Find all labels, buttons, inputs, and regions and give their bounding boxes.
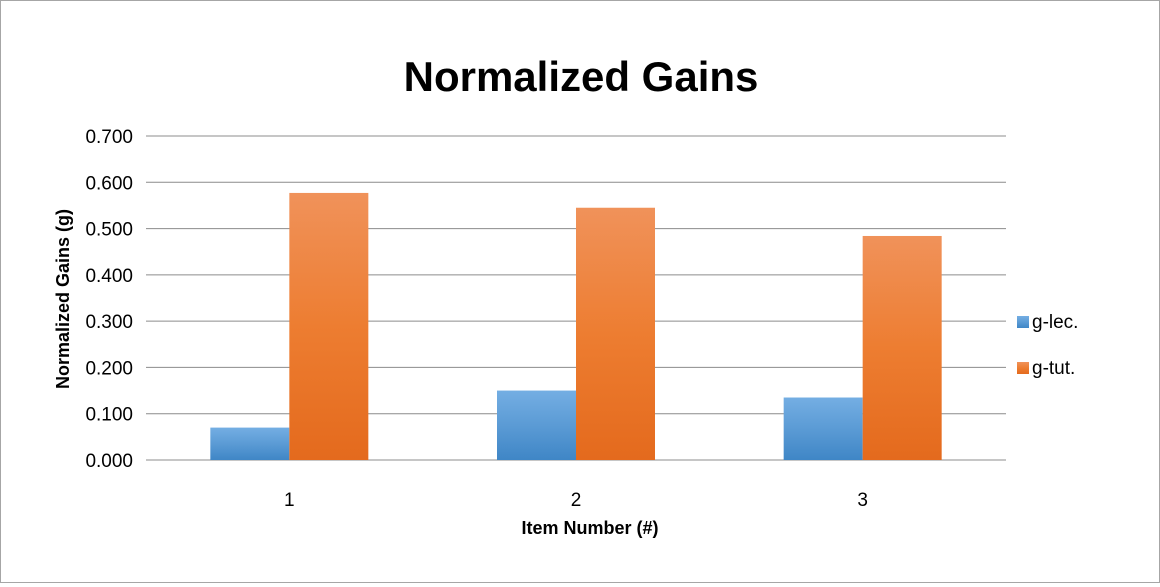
x-axis-label: Item Number (#) [521, 518, 658, 538]
bar-g-lec-item-1 [210, 427, 290, 460]
y-tick-label: 0.200 [85, 358, 133, 379]
bar-g-lec-item-2 [497, 390, 576, 460]
y-tick-label: 0.000 [85, 451, 133, 472]
x-axis-ticks: 1 2 3 [284, 490, 868, 511]
x-tick-label: 2 [571, 490, 582, 511]
y-tick-label: 0.400 [85, 266, 133, 287]
x-tick-label: 1 [284, 490, 295, 511]
y-axis-ticks: 0.000 0.100 0.200 0.300 0.400 0.500 0.600 0.700 [85, 127, 133, 472]
y-tick-label: 0.600 [85, 173, 133, 194]
legend-swatch [1017, 316, 1029, 328]
legend-label: g-tut. [1032, 358, 1075, 379]
bar-g-tut-item-1 [289, 192, 369, 460]
bars [210, 192, 942, 460]
bar-g-tut-item-3 [862, 235, 942, 460]
bar-g-lec-item-3 [783, 397, 863, 460]
y-tick-label: 0.500 [85, 220, 133, 241]
y-tick-label: 0.300 [85, 312, 133, 333]
legend: g-lec. g-tut. [1017, 312, 1078, 379]
bar-g-tut-item-2 [576, 207, 655, 460]
y-tick-label: 0.100 [85, 405, 133, 426]
y-axis-label: Normalized Gains (g) [53, 209, 73, 389]
chart-title: Normalized Gains [404, 53, 759, 100]
legend-label: g-lec. [1032, 312, 1078, 333]
legend-swatch [1017, 362, 1029, 374]
x-tick-label: 3 [857, 490, 868, 511]
y-tick-label: 0.700 [85, 127, 133, 148]
